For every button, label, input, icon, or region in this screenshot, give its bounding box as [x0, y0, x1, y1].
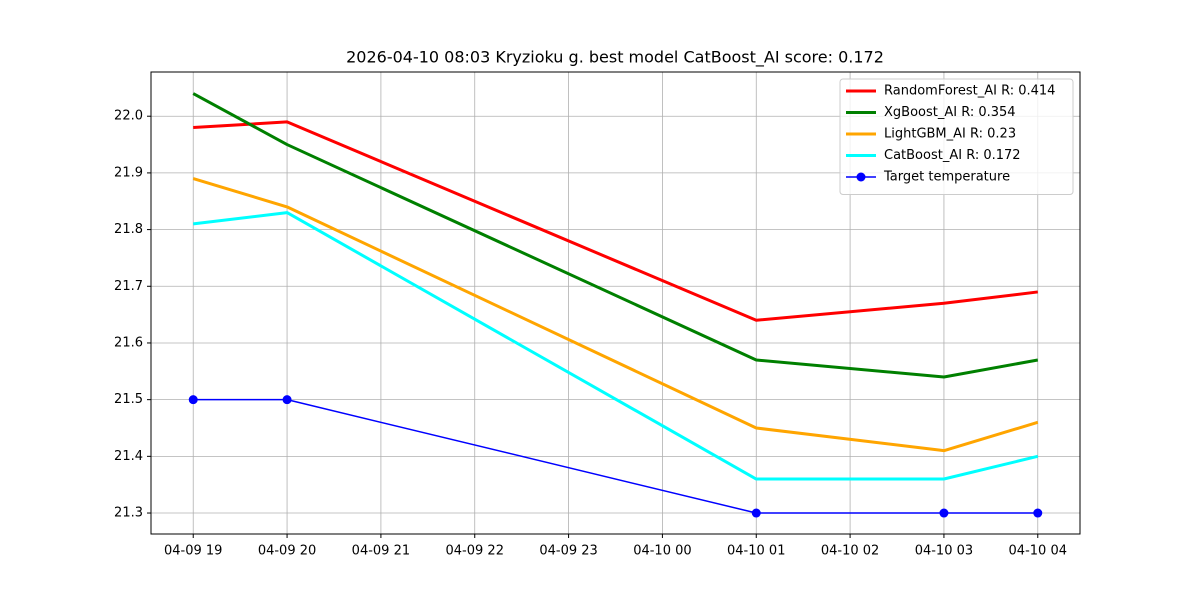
legend-frame: [839, 78, 1074, 195]
point-marker: [188, 395, 198, 405]
y-tick-label: 21.4: [114, 449, 143, 464]
series-line: [193, 211, 1039, 481]
x-tick-label: 04-10 00: [633, 544, 691, 559]
y-tick-label: 21.5: [114, 392, 143, 407]
legend: RandomForest_AI R: 0.414 XgBoost_AI R: 0.…: [839, 78, 1074, 195]
point-marker: [1033, 508, 1043, 518]
y-tick-label: 21.6: [114, 335, 143, 350]
y-tick-label: 22.0: [114, 109, 143, 124]
x-tick-label: 04-09 22: [446, 544, 504, 559]
legend-label: XgBoost_AI R: 0.354: [884, 105, 1016, 120]
series-line: [192, 92, 1039, 379]
x-tick-label: 04-09 23: [539, 544, 597, 559]
y-tick-label: 21.8: [114, 222, 143, 237]
y-tick-label: 21.7: [114, 279, 143, 294]
point-marker: [282, 395, 292, 405]
y-tick-label: 21.3: [114, 506, 143, 521]
series-line: [193, 120, 1038, 322]
point-marker: [751, 508, 761, 518]
series-line: [192, 177, 1039, 453]
legend-label: CatBoost_AI R: 0.172: [884, 148, 1021, 163]
y-tick-label: 21.9: [114, 165, 143, 180]
legend-marker: [856, 172, 866, 182]
chart-title: 2026-04-10 08:03 Kryzioku g. best model …: [346, 48, 884, 68]
x-tick-label: 04-09 21: [352, 544, 410, 559]
point-marker: [939, 508, 949, 518]
legend-label: Target temperature: [883, 170, 1010, 185]
x-tick-label: 04-10 03: [915, 544, 973, 559]
x-tick-label: 04-10 02: [821, 544, 879, 559]
x-tick-label: 04-10 01: [727, 544, 785, 559]
x-tick-label: 04-09 20: [258, 544, 316, 559]
legend-label: RandomForest_AI R: 0.414: [884, 84, 1055, 99]
legend-label: LightGBM_AI R: 0.23: [884, 127, 1016, 142]
x-tick-label: 04-10 04: [1009, 544, 1067, 559]
plot-frame: [150, 71, 1081, 535]
x-tick-label: 04-09 19: [164, 544, 222, 559]
